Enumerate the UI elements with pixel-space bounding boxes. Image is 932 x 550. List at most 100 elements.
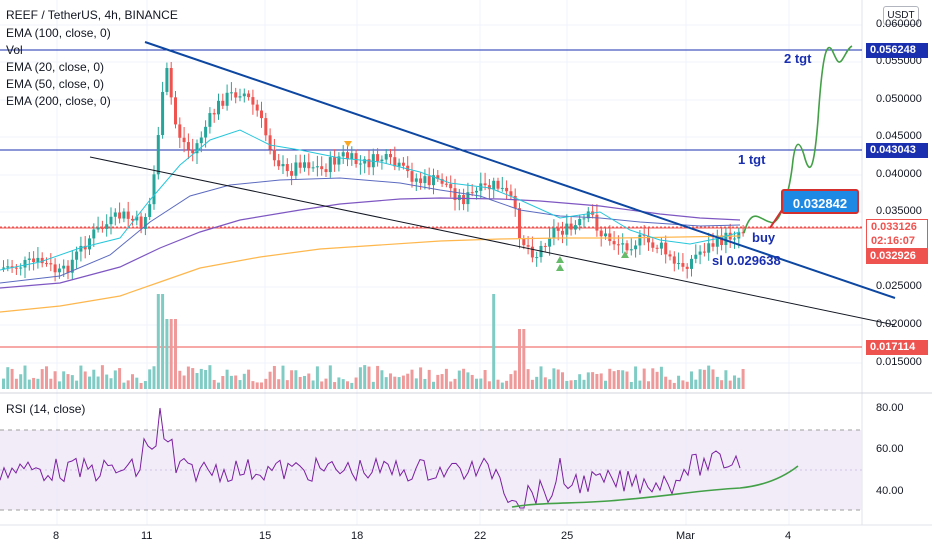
volume-bar: [509, 374, 513, 389]
rsi-label[interactable]: RSI (14, close): [6, 402, 86, 416]
candle-body: [75, 251, 79, 260]
ema20-line: [0, 129, 741, 271]
buy-annotation[interactable]: buy: [752, 230, 776, 245]
candle-body: [143, 216, 147, 229]
indicator-ema20-label[interactable]: EMA (20, close, 0): [6, 60, 105, 74]
volume-bar: [470, 374, 474, 389]
volume-bar: [139, 382, 143, 389]
volume-bar: [612, 371, 616, 389]
price-tick: 0.060000: [876, 18, 922, 30]
currency-button[interactable]: USDT: [883, 6, 919, 25]
candle-body: [272, 149, 276, 161]
volume-bar: [552, 368, 556, 389]
volume-bar: [40, 369, 44, 389]
volume-bar: [217, 382, 220, 389]
volume-bar: [724, 370, 728, 389]
candle-body: [337, 156, 341, 165]
candle-body: [23, 259, 27, 268]
candle-body: [475, 190, 478, 193]
volume-bar: [436, 374, 440, 389]
indicator-volume-label[interactable]: Vol: [6, 43, 23, 57]
indicator-ema50-label[interactable]: EMA (50, close, 0): [6, 77, 105, 91]
candle-body: [255, 104, 259, 111]
volume-bar: [737, 377, 741, 389]
volume-bar: [715, 376, 719, 389]
volume-bar: [565, 380, 569, 389]
candle-body: [32, 258, 36, 263]
candle-body: [406, 165, 410, 172]
candle-body: [109, 216, 113, 225]
volume-bars: [2, 294, 745, 389]
tgt1-annotation[interactable]: 1 tgt: [738, 152, 766, 167]
indicator-ema200-label[interactable]: EMA (200, close, 0): [6, 94, 111, 108]
volume-bar: [204, 370, 208, 389]
volume-bar: [6, 367, 10, 389]
candle-body: [341, 152, 345, 157]
volume-bar: [251, 381, 255, 389]
volume-bar: [530, 379, 534, 389]
candle-body: [234, 92, 238, 98]
volume-bar: [393, 376, 397, 389]
volume-bar: [247, 369, 251, 389]
volume-bar: [268, 371, 272, 389]
candle-body: [367, 159, 371, 168]
indicator-ema100-label[interactable]: EMA (100, close, 0): [6, 26, 111, 40]
volume-bar: [685, 381, 689, 389]
volume-bar: [500, 382, 504, 389]
time-tick: 4: [785, 530, 792, 542]
lower-trendline[interactable]: [89, 156, 896, 326]
volume-bar: [479, 378, 483, 389]
volume-bar: [92, 369, 96, 389]
candle-body: [741, 232, 745, 234]
volume-bar: [578, 374, 582, 389]
volume-bar: [221, 375, 225, 389]
candle-body: [410, 171, 414, 182]
candle-body: [672, 256, 676, 264]
volume-bar: [36, 378, 40, 389]
candle-body: [371, 154, 375, 168]
volume-bar: [591, 372, 595, 389]
sl-annotation[interactable]: sl 0.029638: [712, 253, 781, 268]
price-tick: 0.020000: [876, 318, 922, 330]
candle-body: [324, 169, 328, 173]
volume-bar: [621, 370, 625, 389]
candle-body: [135, 216, 139, 221]
volume-bar: [376, 365, 380, 389]
candle-body: [509, 191, 513, 196]
candle-body: [195, 143, 199, 154]
candle-body: [436, 175, 440, 179]
volume-bar: [10, 368, 14, 389]
volume-bar: [604, 380, 607, 389]
volume-bar: [548, 379, 552, 389]
volume-bar: [186, 366, 190, 389]
candle-body: [522, 238, 526, 246]
candle-body: [530, 246, 534, 258]
symbol-title[interactable]: REEF / TetherUS, 4h, BINANCE: [6, 8, 178, 22]
upper-trendline[interactable]: [144, 41, 896, 299]
candle-body: [651, 242, 655, 248]
rsi-tick: 80.00: [876, 402, 904, 414]
volume-bar: [513, 370, 517, 389]
tgt2-annotation[interactable]: 2 tgt: [784, 51, 812, 66]
candle-body: [268, 135, 272, 150]
candle-body: [152, 174, 156, 205]
time-tick: 11: [141, 530, 153, 542]
volume-bar: [586, 372, 590, 389]
candle-body: [92, 229, 96, 239]
volume-bar: [165, 319, 169, 389]
candle-body: [169, 68, 173, 98]
price-tick: 0.050000: [876, 93, 922, 105]
volume-bar: [225, 369, 229, 389]
volume-bar: [126, 380, 130, 389]
volume-bar: [208, 365, 212, 389]
tgt1-price-label: 0.043043: [866, 143, 928, 158]
volume-bar: [23, 365, 27, 389]
candle-body: [212, 113, 216, 115]
volume-bar: [449, 381, 453, 389]
candle-body: [105, 224, 109, 229]
volume-bar: [350, 382, 354, 389]
volume-bar: [573, 380, 577, 389]
entry-callout[interactable]: 0.032842: [781, 189, 859, 214]
volume-bar: [556, 369, 560, 389]
